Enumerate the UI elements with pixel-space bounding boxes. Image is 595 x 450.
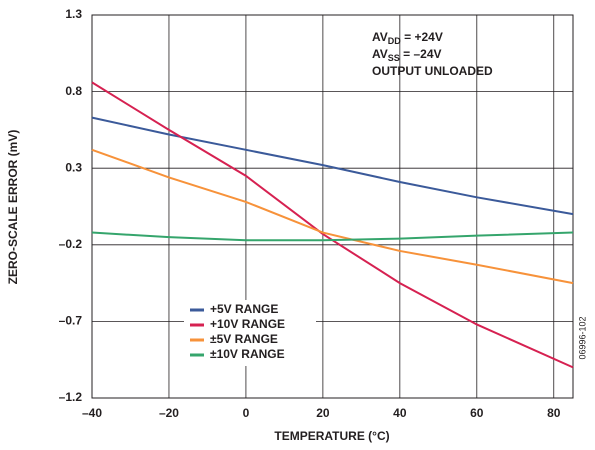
x-tick-label: 40 (393, 406, 407, 420)
x-tick-label: –40 (82, 406, 102, 420)
series-line (91, 116, 574, 216)
y-tick-label: 0.8 (65, 84, 82, 98)
annotation-text: = –24V (400, 47, 442, 61)
annotation-text: AV (372, 30, 388, 44)
legend-box (184, 300, 316, 366)
annotation: AVDD = +24V (372, 30, 443, 46)
y-tick-label: 1.3 (65, 7, 82, 21)
annotation-subscript: SS (388, 53, 400, 63)
annotation-text: OUTPUT UNLOADED (372, 64, 493, 78)
x-tick-label: 80 (547, 406, 561, 420)
y-axis-label: ZERO-SCALE ERROR (mV) (6, 130, 20, 285)
legend-label: +10V RANGE (210, 317, 285, 331)
y-tick-label: –0.2 (59, 237, 83, 251)
y-tick-label: –0.7 (59, 314, 83, 328)
series-line (91, 148, 574, 285)
x-axis-label: TEMPERATURE (°C) (274, 429, 389, 443)
annotation-text: AV (372, 47, 388, 61)
series-line (91, 231, 574, 242)
legend-label: +5V RANGE (210, 302, 278, 316)
annotation-text: = +24V (401, 30, 443, 44)
x-tick-label: –20 (159, 406, 179, 420)
annotation: AVSS = –24V (372, 47, 442, 63)
y-tick-label: 0.3 (65, 160, 82, 174)
y-tick-label: –1.2 (59, 390, 83, 404)
annotation-subscript: DD (388, 36, 401, 46)
x-tick-label: 0 (243, 406, 250, 420)
plot-frame (91, 14, 574, 399)
legend-label: ±5V RANGE (210, 332, 278, 346)
x-tick-label: 60 (470, 406, 484, 420)
x-tick-label: 20 (316, 406, 330, 420)
series-line (91, 81, 574, 369)
figure-id: 06996-102 (577, 316, 587, 359)
annotation: OUTPUT UNLOADED (372, 64, 493, 78)
legend-label: ±10V RANGE (210, 347, 285, 361)
